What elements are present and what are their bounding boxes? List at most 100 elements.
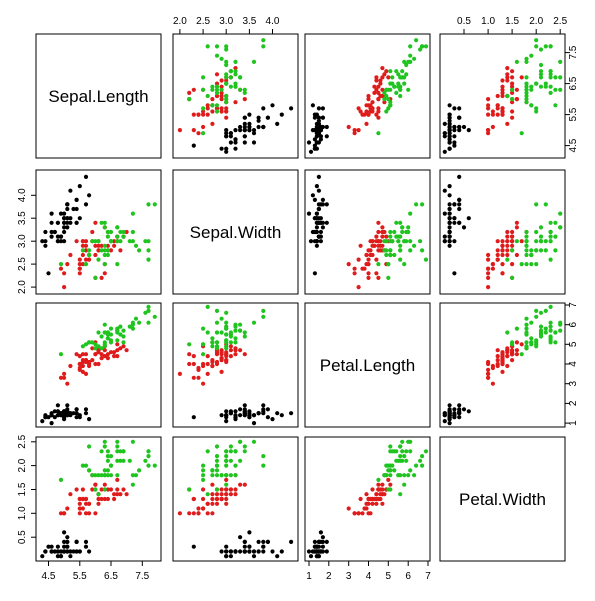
data-point-s2-p11 <box>210 84 215 89</box>
data-point-s2-p20 <box>400 449 405 454</box>
data-point-s0-p14 <box>310 103 315 108</box>
data-point-s1-p36 <box>509 234 515 239</box>
data-point-s2-p21 <box>534 344 539 349</box>
data-point-s2-p3 <box>219 87 224 92</box>
data-point-s0-p44 <box>457 124 462 130</box>
data-point-s1-p31 <box>196 367 201 372</box>
data-point-s1-p29 <box>83 371 89 376</box>
data-point-s1-p18 <box>509 90 515 95</box>
data-point-s2-p29 <box>224 59 229 64</box>
data-point-s1-p41 <box>505 350 510 355</box>
data-point-s1-p8 <box>378 78 383 83</box>
data-point-s1-p32 <box>364 252 369 258</box>
panel-sepal-length-vs-petal-width <box>439 33 566 159</box>
data-point-s2-p23 <box>210 87 215 92</box>
data-point-s0-p41 <box>452 143 457 148</box>
data-point-s1-p18 <box>376 275 381 280</box>
data-point-s0-p45 <box>224 134 229 139</box>
data-point-s0-p15 <box>289 411 294 416</box>
data-point-s1-p31 <box>360 112 365 117</box>
data-point-s0-p24 <box>324 134 329 139</box>
data-point-s1-p38 <box>80 239 85 244</box>
panel-sepal-length-vs-sepal-length: Sepal.Length <box>35 33 162 159</box>
data-point-s1-p34 <box>509 239 515 244</box>
data-point-s0-p14 <box>87 193 92 198</box>
data-point-s0-p44 <box>65 403 70 408</box>
data-point-s1-p28 <box>219 97 224 102</box>
data-point-s1-p36 <box>115 348 120 353</box>
data-point-s0-p25 <box>62 239 67 244</box>
data-point-s2-p30 <box>529 248 534 253</box>
data-point-s2-p24 <box>538 75 544 80</box>
data-point-s2-p34 <box>205 492 210 497</box>
data-point-s0-p13 <box>40 419 45 424</box>
data-point-s1-p17 <box>486 359 491 365</box>
data-point-s0-p10 <box>256 115 261 120</box>
data-point-s0-p46 <box>65 409 70 414</box>
tick-label: 7 <box>568 302 579 308</box>
data-point-s2-p11 <box>392 252 397 258</box>
data-point-s2-p25 <box>233 59 238 64</box>
data-point-s1-p45 <box>370 239 375 244</box>
data-point-s2-p32 <box>543 84 548 89</box>
data-point-s2-p35 <box>408 44 413 49</box>
data-point-s1-p11 <box>90 487 95 492</box>
data-point-s2-p33 <box>509 248 515 253</box>
data-point-s2-p2 <box>404 62 409 68</box>
data-point-s2-p5 <box>538 310 544 315</box>
data-point-s1-p30 <box>490 365 495 371</box>
data-point-s0-p38 <box>224 549 229 554</box>
data-point-s2-p29 <box>130 239 135 244</box>
data-point-s2-p49 <box>90 239 95 244</box>
data-point-s1-p44 <box>500 252 505 258</box>
data-point-s0-p46 <box>65 549 70 554</box>
data-point-s0-p37 <box>314 211 319 216</box>
data-point-s2-p17 <box>420 202 425 207</box>
data-point-s1-p36 <box>509 75 515 80</box>
data-point-s1-p42 <box>87 501 92 506</box>
data-point-s0-p10 <box>74 206 79 212</box>
data-point-s2-p41 <box>548 234 553 239</box>
data-point-s0-p19 <box>452 202 457 207</box>
data-point-s1-p38 <box>224 496 229 502</box>
data-point-s2-p41 <box>228 69 233 74</box>
data-point-s2-p37 <box>228 473 233 478</box>
data-point-s2-p2 <box>538 62 544 68</box>
data-point-s2-p7 <box>133 473 139 478</box>
data-point-s0-p33 <box>279 413 284 418</box>
data-point-s1-p40 <box>374 257 379 262</box>
data-point-s1-p42 <box>366 257 371 262</box>
data-point-s1-p47 <box>372 496 377 502</box>
data-point-s2-p5 <box>418 47 423 52</box>
data-point-s0-p37 <box>251 413 257 418</box>
data-point-s1-p13 <box>219 492 224 497</box>
data-point-s2-p39 <box>538 334 544 339</box>
data-point-s2-p24 <box>115 458 120 463</box>
data-point-s2-p42 <box>87 252 92 258</box>
data-point-s0-p37 <box>442 211 447 216</box>
data-point-s0-p44 <box>65 539 70 545</box>
data-point-s1-p9 <box>68 363 73 369</box>
data-point-s0-p23 <box>65 535 70 540</box>
tick-label: 1.0 <box>481 16 495 27</box>
data-point-s1-p13 <box>505 243 510 248</box>
data-point-s1-p34 <box>509 115 515 120</box>
data-point-s2-p2 <box>127 239 132 244</box>
data-point-s1-p26 <box>505 248 510 253</box>
data-point-s1-p4 <box>108 350 114 355</box>
data-point-s0-p37 <box>314 554 319 559</box>
data-point-s1-p9 <box>68 492 73 497</box>
data-point-s1-p43 <box>62 511 67 516</box>
data-point-s1-p27 <box>519 342 524 347</box>
data-point-s2-p17 <box>146 454 151 459</box>
data-point-s0-p24 <box>242 403 247 408</box>
data-point-s1-p4 <box>108 487 114 492</box>
data-point-s1-p6 <box>238 348 243 353</box>
data-point-s1-p3 <box>77 271 82 276</box>
data-point-s1-p35 <box>242 352 247 357</box>
data-point-s2-p6 <box>376 131 381 136</box>
y-axis-left-petal-width: 0.5 1.0 1.5 2.0 2.5 <box>17 434 36 544</box>
data-point-s1-p40 <box>77 501 82 506</box>
data-point-s2-p24 <box>538 225 544 230</box>
data-point-s0-p15 <box>316 106 321 111</box>
